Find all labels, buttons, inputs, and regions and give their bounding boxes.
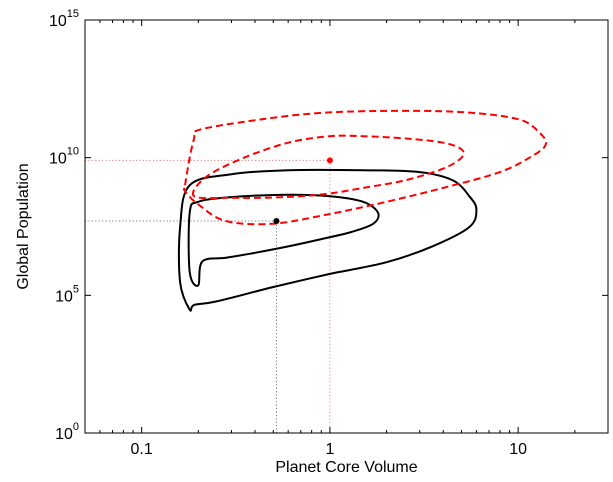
plot-area [85, 109, 547, 433]
red-outer-contour [182, 109, 547, 226]
axes: 0.1 1 10 100 105 1010 1015 [49, 8, 609, 458]
x-tick-label: 1 [325, 441, 334, 458]
red-inner-contour [192, 134, 465, 200]
y-tick-label: 1010 [49, 146, 79, 168]
red-point [326, 157, 333, 164]
x-axis-label: Planet Core Volume [275, 459, 417, 476]
y-tick-label: 105 [55, 283, 79, 305]
y-tick-label: 100 [55, 421, 79, 443]
axes-box [84, 19, 609, 434]
y-axis-label: Global Population [15, 163, 32, 289]
x-tick-label: 0.1 [131, 441, 153, 458]
black-outer-contour [177, 168, 478, 312]
black-point [273, 218, 280, 225]
y-tick-label: 1015 [49, 8, 79, 30]
black-inner-contour [187, 193, 380, 287]
x-tick-label: 10 [509, 441, 527, 458]
